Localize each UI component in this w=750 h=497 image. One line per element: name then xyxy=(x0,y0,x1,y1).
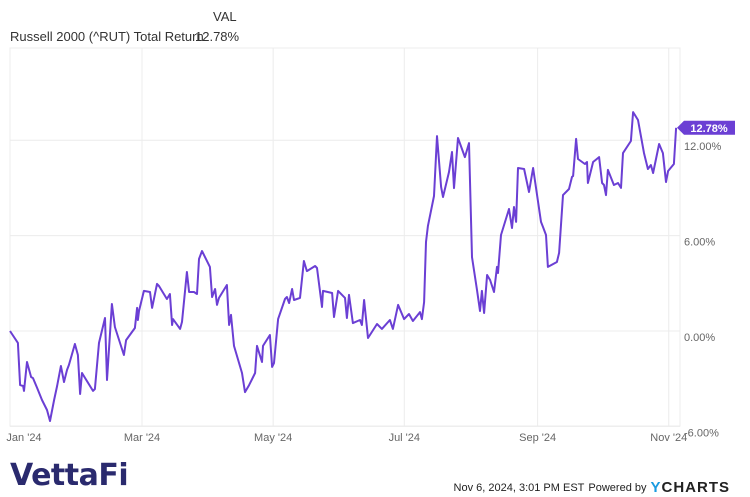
timestamp: Nov 6, 2024, 3:01 PM EST xyxy=(453,481,585,494)
y-axis-ticks: -6.00% 0.00% 6.00% 12.00% xyxy=(684,141,722,439)
x-tick-label: Jul '24 xyxy=(389,432,420,444)
legend-series-name: Russell 2000 (^RUT) Total Return xyxy=(10,29,204,44)
vettafi-logo: VettaFi xyxy=(10,458,129,493)
last-value-badge: 12.78% xyxy=(677,120,735,135)
ycharts-logo[interactable]: YCHARTS xyxy=(650,479,730,496)
x-tick-label: Mar '24 xyxy=(124,432,160,444)
grid xyxy=(9,47,681,427)
series-line-russell-2000 xyxy=(9,111,678,422)
x-tick-label: Jan '24 xyxy=(6,432,41,444)
x-tick-label: Nov '24 xyxy=(650,432,687,444)
y-tick-label: 0.00% xyxy=(684,332,715,344)
badge-label: 12.78% xyxy=(690,123,728,135)
badge-shape xyxy=(677,120,735,135)
x-tick-label: Sep '24 xyxy=(519,432,556,444)
legend-series-value: 12.78% xyxy=(195,29,240,44)
y-tick-label: -6.00% xyxy=(684,427,719,439)
x-axis-ticks: Jan '24 Mar '24 May '24 Jul '24 Sep '24 Nov '… xyxy=(6,432,687,444)
legend-column-header: VAL xyxy=(213,9,237,24)
footer: Nov 6, 2024, 3:01 PM EST Powered by YCHA… xyxy=(454,479,730,496)
powered-by-label: Powered by xyxy=(588,481,647,494)
y-tick-label: 12.00% xyxy=(684,141,722,153)
y-tick-label: 6.00% xyxy=(684,237,715,249)
x-tick-label: May '24 xyxy=(254,432,292,444)
plot-border xyxy=(9,47,681,427)
